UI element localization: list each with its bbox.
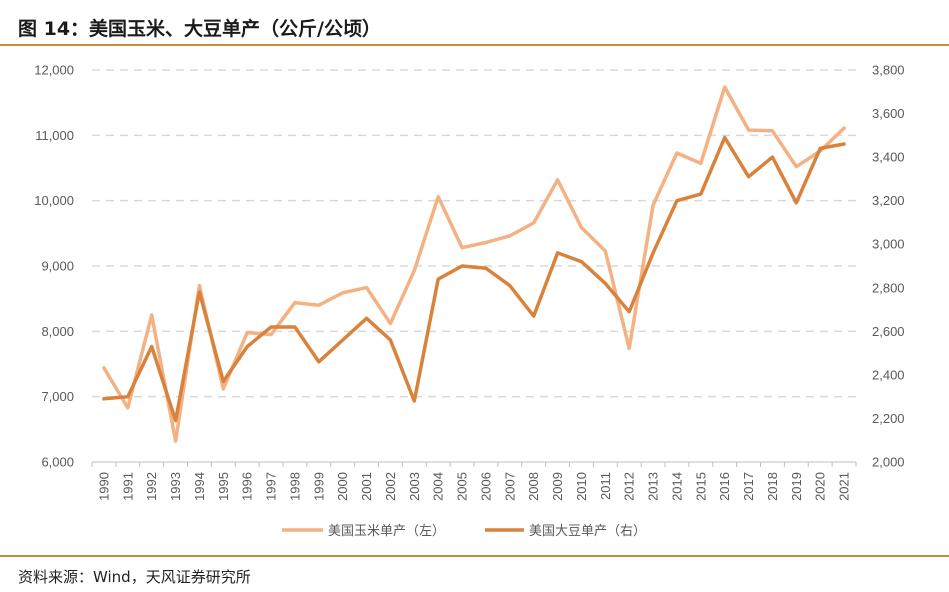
x-axis-tick-label: 2010	[574, 472, 589, 501]
x-axis-tick-label: 2017	[741, 472, 756, 501]
series-line-soybean	[102, 135, 846, 423]
x-axis-tick-label: 1998	[287, 472, 302, 501]
x-axis-tick-label: 1990	[96, 472, 111, 501]
left-axis-tick-label: 8,000	[41, 324, 74, 339]
legend-corn-label: 美国玉米单产（左）	[328, 524, 445, 539]
x-axis-tick-label: 2004	[431, 472, 446, 501]
left-axis-tick-label: 9,000	[41, 259, 74, 274]
x-axis-tick-label: 2011	[598, 472, 613, 500]
left-axis-tick-label: 7,000	[41, 389, 74, 404]
right-axis-tick-label: 3,200	[872, 193, 905, 208]
right-axis-tick-label: 2,000	[872, 455, 905, 470]
right-axis-tick-label: 3,000	[872, 237, 905, 252]
x-axis-tick-label: 1992	[144, 472, 159, 501]
x-axis-tick-label: 2013	[646, 472, 661, 501]
right-axis-tick-label: 3,800	[872, 63, 905, 78]
axes	[91, 461, 857, 467]
x-axis-tick-label: 1993	[168, 472, 183, 501]
left-axis-tick-label: 10,000	[34, 193, 74, 208]
x-axis-tick-label: 2006	[478, 472, 493, 501]
x-axis-tick-label: 2019	[789, 472, 804, 501]
x-axis-tick-label: 2009	[550, 472, 565, 501]
x-axis-tick-label: 1994	[192, 472, 207, 501]
x-axis-tick-label: 1999	[311, 472, 326, 501]
figure-title: 图 14：美国玉米、大豆单产（公斤/公顷）	[18, 18, 381, 40]
x-axis-tick-label: 2002	[383, 472, 398, 501]
left-axis-tick-label: 6,000	[41, 455, 74, 470]
right-axis-ticks: 2,000 2,200 2,400 2,600 2,800 3,000 3,200 3,400…	[872, 63, 905, 470]
right-axis-tick-label: 2,600	[872, 324, 905, 339]
title-divider	[0, 44, 949, 46]
left-axis-tick-label: 11,000	[35, 128, 74, 143]
left-axis-ticks: 6,000 7,000 8,000 9,000 10,000 11,000 12,000	[34, 63, 74, 470]
x-axis-tick-label: 2018	[765, 472, 780, 501]
x-axis-tick-label: 1996	[240, 472, 255, 501]
x-axis-tick-label: 2012	[622, 472, 637, 501]
x-axis-ticks: 1990 1991 1992 1993 1994 1995 1996 1997 1998 1999…	[96, 472, 851, 501]
right-axis-tick-label: 2,200	[872, 411, 905, 426]
source-note: 资料来源：Wind，天风证券研究所	[18, 568, 251, 586]
x-axis-tick-label: 2014	[669, 472, 684, 501]
source-divider	[0, 555, 949, 557]
x-axis-tick-label: 2001	[359, 472, 374, 501]
left-axis-tick-label: 12,000	[34, 63, 74, 78]
x-axis-tick-label: 2007	[502, 472, 517, 501]
right-axis-tick-label: 3,600	[872, 106, 905, 121]
right-axis-tick-label: 2,400	[872, 367, 905, 382]
legend-soybean-label: 美国大豆单产（右）	[529, 524, 646, 539]
x-axis-tick-label: 2015	[693, 472, 708, 501]
x-axis-tick-label: 2020	[813, 472, 828, 501]
x-axis-tick-label: 1991	[120, 472, 135, 501]
x-axis-tick-label: 2000	[335, 472, 350, 501]
x-axis-tick-label: 2003	[407, 472, 422, 501]
x-axis-tick-label: 2021	[837, 472, 852, 501]
right-axis-tick-label: 2,800	[872, 280, 905, 295]
x-axis-tick-label: 2005	[455, 472, 470, 501]
series-lines	[102, 85, 846, 443]
x-axis-tick-label: 1995	[216, 472, 231, 501]
x-axis-tick-label: 1997	[264, 472, 279, 501]
legend: 美国玉米单产（左） 美国大豆单产（右）	[282, 524, 646, 539]
x-axis-tick-label: 2008	[526, 472, 541, 501]
x-axis-tick-label: 2016	[717, 472, 732, 501]
series-line-corn	[102, 85, 846, 443]
right-axis-tick-label: 3,400	[872, 150, 905, 165]
